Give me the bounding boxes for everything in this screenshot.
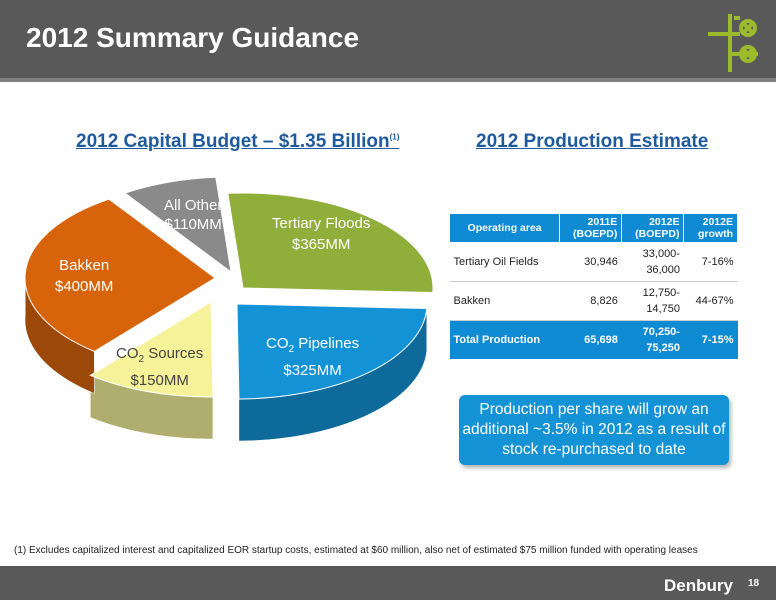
row-2012: 33,000- 36,000: [621, 242, 684, 282]
col-operating-area: Operating area: [448, 213, 561, 243]
col-2011e-line2: (BOEPD): [572, 228, 618, 240]
row-2011: 8,826: [559, 281, 622, 321]
row-growth: 7-16%: [683, 242, 738, 282]
table-header-row: Operating area 2011E (BOEPD) 2012E (BOEPD)…: [448, 213, 738, 243]
pie-slice: [236, 303, 428, 400]
capital-budget-title-text: 2012 Capital Budget – $1.35 Billion: [76, 131, 390, 152]
capital-budget-title: 2012 Capital Budget – $1.35 Billion(1): [76, 131, 399, 153]
pie-label-sources-sub: 2: [138, 354, 145, 365]
footer-bar: [0, 566, 776, 600]
pie-label-bakken-value: $400MM: [55, 278, 114, 295]
page-title: 2012 Summary Guidance: [26, 22, 360, 53]
pie-label-sources-value: $150MM: [130, 372, 189, 389]
pie-label-sources-name: Sources: [144, 345, 204, 362]
production-table: Operating area 2011E (BOEPD) 2012E (BOEPD)…: [448, 213, 738, 359]
col-growth: 2012E growth: [683, 213, 738, 243]
total-area: Total Production: [449, 320, 560, 359]
pie-label-tertiary-value: $365MM: [292, 236, 351, 253]
pie-label-other-name: All Other: [164, 197, 223, 214]
row-growth: 44-67%: [683, 281, 738, 321]
row-2012-low: 12,750-: [642, 287, 680, 299]
brand-logo: Denbury: [664, 576, 733, 595]
row-2011: 30,946: [559, 242, 622, 282]
production-estimate-title: 2012 Production Estimate: [476, 131, 709, 152]
col-2012e-line2: (BOEPD): [635, 228, 680, 240]
pie-label-sources-co: CO: [116, 345, 139, 362]
oil-well-icon: [708, 14, 758, 72]
col-growth-line1: 2012E: [702, 216, 733, 228]
col-2011e-line1: 2011E: [587, 216, 618, 228]
col-2012e-line1: 2012E: [649, 216, 680, 228]
row-2012-high: 36,000: [646, 264, 680, 276]
col-2012e: 2012E (BOEPD): [621, 213, 685, 243]
row-2012-high: 14,750: [646, 303, 680, 315]
pie-label-all-other: All Other $110MM: [164, 196, 222, 234]
pie-label-bakken: Bakken $400MM: [55, 255, 113, 297]
pie-slice: [89, 301, 214, 398]
pie-label-co2-sources: CO2 Sources $150MM: [116, 343, 203, 391]
total-2011: 65,698: [559, 320, 622, 359]
table-row: Tertiary Oil Fields 30,946 33,000- 36,000…: [449, 242, 738, 282]
pie-label-tertiary-floods: Tertiary Floods $365MM: [272, 213, 370, 255]
col-growth-line2: growth: [698, 228, 733, 240]
pie-slice: [24, 198, 216, 352]
pie-label-tertiary-name: Tertiary Floods: [272, 215, 371, 232]
row-area: Bakken: [449, 281, 560, 321]
footnote: (1) Excludes capitalized interest and ca…: [14, 545, 698, 556]
total-2012: 70,250- 75,250: [621, 320, 684, 359]
footnote-marker: (1): [389, 132, 400, 142]
pie-slice: [227, 192, 434, 294]
pie-slice: [123, 176, 232, 274]
pie-label-other-value: $110MM: [164, 216, 222, 233]
pie-label-pipelines-co: CO: [266, 335, 289, 352]
pie-label-pipelines-value: $325MM: [283, 362, 342, 379]
total-growth: 7-15%: [683, 320, 738, 359]
table-row: Bakken 8,826 12,750- 14,750 44-67%: [449, 281, 738, 321]
production-per-share-callout: Production per share will grow an additi…: [459, 395, 729, 465]
total-2012-low: 70,250-: [642, 326, 680, 338]
pie-label-bakken-name: Bakken: [59, 257, 110, 274]
capital-budget-pie-chart: [24, 176, 434, 442]
table-total-row: Total Production 65,698 70,250- 75,250 7-…: [449, 320, 738, 359]
page-number: 18: [748, 578, 760, 589]
row-2012: 12,750- 14,750: [621, 281, 684, 321]
total-2012-high: 75,250: [646, 342, 680, 354]
col-2011e: 2011E (BOEPD): [559, 213, 623, 243]
pie-label-co2-pipelines: CO2 Pipelines $325MM: [266, 333, 359, 381]
pie-label-pipelines-name: Pipelines: [294, 335, 360, 352]
row-2012-low: 33,000-: [642, 248, 680, 260]
header-stripe: [0, 78, 776, 82]
pie-label-pipelines-sub: 2: [288, 344, 295, 355]
header-bar: 2012 Summary Guidance: [0, 0, 776, 78]
row-area: Tertiary Oil Fields: [449, 242, 560, 282]
